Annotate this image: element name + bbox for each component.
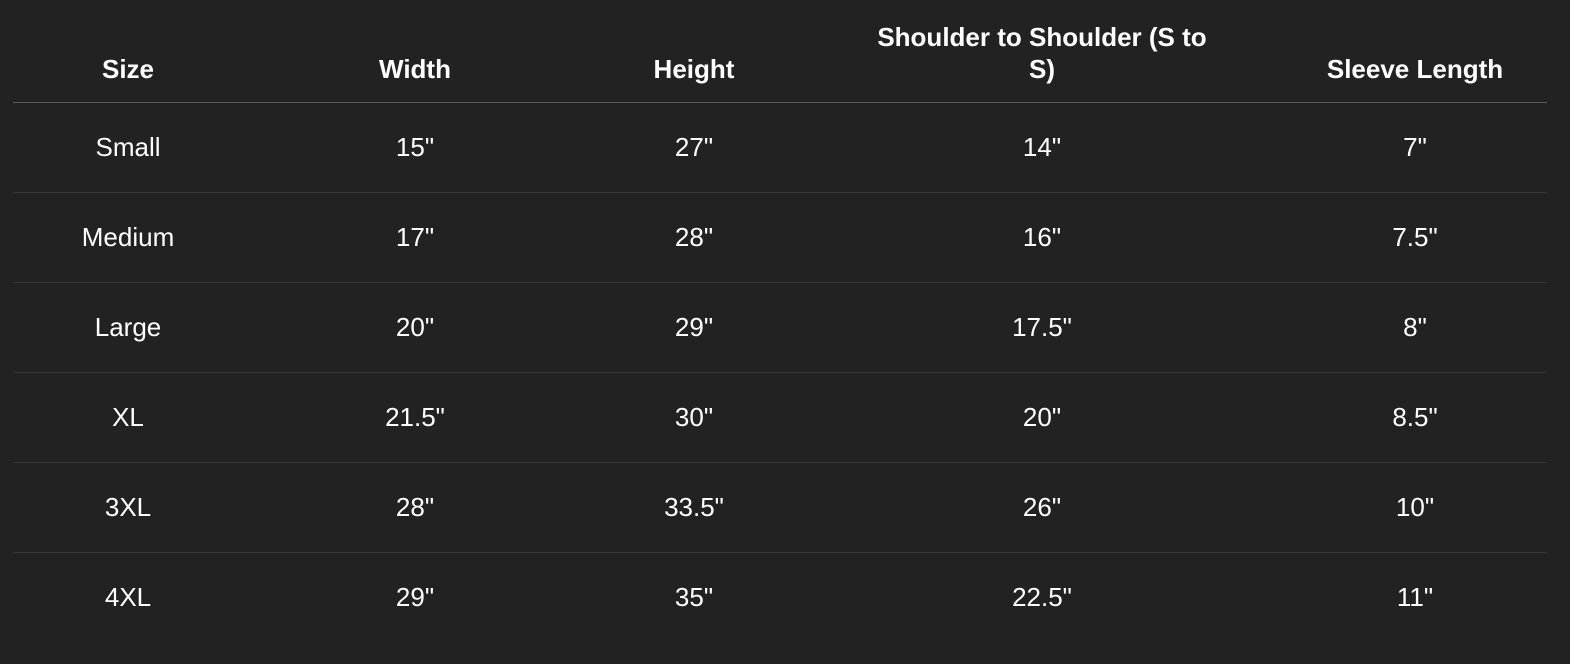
table-cell: 3XL: [13, 462, 243, 553]
table-cell: Large: [13, 282, 243, 373]
table-cell: 21.5": [243, 372, 587, 463]
table-cell: 28": [243, 462, 587, 553]
table-cell: 35": [674, 582, 714, 612]
header-row: Size Width Height Shoulder to Shoulder (S t…: [13, 20, 1547, 103]
table-cell: 17": [243, 192, 587, 283]
table-cell: 27": [587, 102, 801, 193]
table-cell: 20": [801, 372, 1283, 463]
table-cell: 20": [243, 282, 587, 373]
table-cell: 29": [395, 582, 435, 612]
table-row: Medium 17" 28" 16" 7.5": [13, 192, 1547, 283]
table-row: XL 21.5" 30" 20" 8.5": [13, 372, 1547, 463]
table-cell: 26": [801, 462, 1283, 553]
header-cell: Size: [13, 20, 243, 103]
table-row: 4XL 29" 35" 22.5" 11": [13, 553, 1547, 643]
table-cell: 28": [587, 192, 801, 283]
header-cell: Shoulder to Shoulder (S to S): [801, 20, 1283, 103]
table-cell: 17.5": [801, 282, 1283, 373]
header-text: Sleeve Length: [1326, 54, 1504, 84]
table-body: Small 15" 27" 14" 7" Medium 17" 28" 16" 7.5" Large…: [13, 102, 1547, 643]
table-cell: 33.5": [587, 462, 801, 553]
table-cell: XL: [13, 372, 243, 463]
table-cell: 4XL: [104, 582, 152, 612]
table-cell: 8": [1283, 282, 1547, 373]
table-cell: 14": [801, 102, 1283, 193]
table-cell: 10": [1283, 462, 1547, 553]
table-row: 3XL 28" 33.5" 26" 10": [13, 462, 1547, 553]
size-table: Size Width Height Shoulder to Shoulder (S t…: [13, 20, 1547, 642]
table-cell: 22.5": [1012, 582, 1072, 612]
table-cell: 15": [243, 102, 587, 193]
table-cell: 8.5": [1283, 372, 1547, 463]
table-row: Small 15" 27" 14" 7": [13, 102, 1547, 193]
header-cell: Width: [243, 20, 587, 103]
header-cell: Height: [587, 20, 801, 103]
table-cell: 29": [587, 282, 801, 373]
table-cell: 11": [1396, 582, 1434, 612]
header-text: Height: [653, 54, 735, 84]
table-cell: Small: [13, 102, 243, 193]
header-text: Size: [101, 54, 155, 84]
table-header: Size Width Height Shoulder to Shoulder (S t…: [13, 20, 1547, 103]
table-cell: 30": [587, 372, 801, 463]
header-cell: Sleeve Length: [1283, 20, 1547, 103]
header-text: Shoulder to Shoulder (S to S): [877, 22, 1207, 84]
table-cell: 16": [801, 192, 1283, 283]
table-cell: 7.5": [1283, 192, 1547, 283]
table-row: Large 20" 29" 17.5" 8": [13, 282, 1547, 373]
table-cell: Medium: [13, 192, 243, 283]
table-cell: 7": [1283, 102, 1547, 193]
header-text: Width: [379, 54, 451, 84]
